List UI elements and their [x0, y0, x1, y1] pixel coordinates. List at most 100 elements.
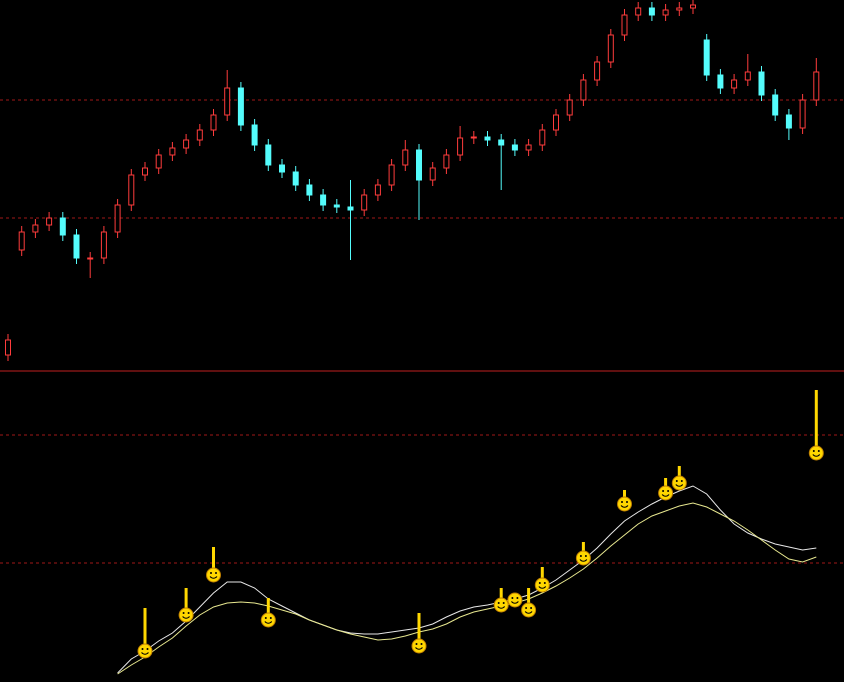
smiley-face	[206, 567, 221, 583]
smiley-eye	[579, 555, 582, 557]
candle-body	[5, 339, 11, 356]
indicator-line	[117, 485, 817, 674]
candle-body	[388, 164, 395, 186]
candle-body	[525, 144, 532, 151]
candle-body	[772, 94, 779, 116]
smiley-mouth	[511, 601, 519, 604]
smiley-eye	[538, 582, 541, 584]
signal-icon	[521, 602, 537, 618]
candle-body	[553, 114, 559, 131]
candle-body	[306, 184, 313, 196]
candle-body	[196, 129, 203, 141]
candle-body	[347, 206, 354, 211]
smiley-face	[260, 612, 276, 628]
smiley-eye	[182, 612, 185, 614]
smiley-eye	[264, 617, 267, 619]
candle-body	[402, 149, 409, 166]
signal-icon	[206, 567, 221, 583]
smiley-mouth	[182, 616, 190, 619]
candle-body	[265, 144, 272, 166]
smiley-eye	[516, 597, 519, 599]
smiley-mouth	[524, 611, 533, 614]
candle-body	[785, 114, 792, 129]
signal-icon	[260, 612, 276, 628]
candle-body	[511, 144, 518, 151]
candle-body	[539, 129, 546, 146]
smiley-mouth	[675, 484, 684, 487]
candle-body	[32, 224, 39, 233]
candle-body	[100, 231, 107, 259]
smiley-mouth	[497, 606, 506, 609]
candle-body	[621, 14, 628, 36]
candle-body	[470, 136, 477, 139]
candle-body	[361, 194, 368, 211]
smiley-face	[658, 485, 674, 501]
signal-icon	[575, 550, 591, 566]
smiley-eye	[146, 648, 149, 650]
smiley-eye	[502, 602, 505, 604]
candle-body	[114, 204, 121, 233]
smiley-eye	[420, 643, 423, 645]
candle-body	[237, 87, 244, 126]
smiley-eye	[621, 501, 623, 503]
smiley-eye	[215, 572, 217, 574]
smiley-eye	[662, 490, 665, 492]
candle-body	[169, 147, 176, 156]
candle-body	[484, 136, 491, 141]
candle-body	[648, 7, 655, 16]
candle-body	[717, 74, 724, 89]
smiley-mouth	[264, 621, 273, 624]
smiley-eye	[680, 480, 683, 482]
candle-body	[333, 204, 340, 208]
candle-body	[703, 39, 710, 76]
smiley-face	[575, 550, 591, 566]
smiley-eye	[497, 602, 500, 604]
candle-body	[224, 87, 231, 116]
smiley-eye	[530, 607, 533, 609]
smiley-eye	[626, 501, 628, 503]
smiley-mouth	[538, 586, 547, 589]
signal-icon	[808, 445, 824, 461]
smiley-face	[178, 607, 194, 623]
candle-body	[18, 231, 25, 251]
candle-body	[662, 9, 669, 16]
smiley-mouth	[141, 652, 149, 655]
smiley-face	[534, 577, 550, 593]
smiley-eye	[817, 450, 820, 452]
smiley-eye	[675, 480, 678, 482]
smiley-eye	[210, 572, 212, 574]
candle-body	[498, 139, 505, 146]
signal-icon	[137, 643, 153, 659]
smiley-face	[411, 638, 427, 654]
candle-body	[566, 99, 573, 116]
smiley-face	[671, 475, 687, 491]
candle-body	[416, 149, 422, 181]
candle-body	[635, 7, 642, 16]
smiley-mouth	[209, 576, 218, 579]
signal-icon	[617, 496, 632, 512]
smiley-mouth	[812, 454, 821, 457]
candle-body	[799, 99, 806, 129]
smiley-mouth	[661, 494, 670, 497]
smiley-eye	[667, 490, 670, 492]
signal-icon	[658, 485, 674, 501]
signal-icon	[178, 607, 194, 623]
smiley-eye	[187, 612, 190, 614]
smiley-eye	[141, 648, 144, 650]
candle-body	[142, 167, 148, 176]
smiley-eye	[543, 582, 546, 584]
smiley-eye	[269, 617, 272, 619]
smiley-face	[507, 592, 523, 608]
candle-body	[594, 61, 601, 81]
candle-body	[744, 71, 751, 81]
smiley-face	[137, 643, 153, 659]
smiley-eye	[584, 555, 587, 557]
candle-body	[46, 217, 53, 226]
smiley-face	[808, 445, 824, 461]
candle-body	[690, 4, 696, 9]
signal-icon	[534, 577, 550, 593]
candle-body	[59, 217, 66, 236]
candle-body	[128, 174, 135, 206]
candle-body	[758, 71, 765, 96]
